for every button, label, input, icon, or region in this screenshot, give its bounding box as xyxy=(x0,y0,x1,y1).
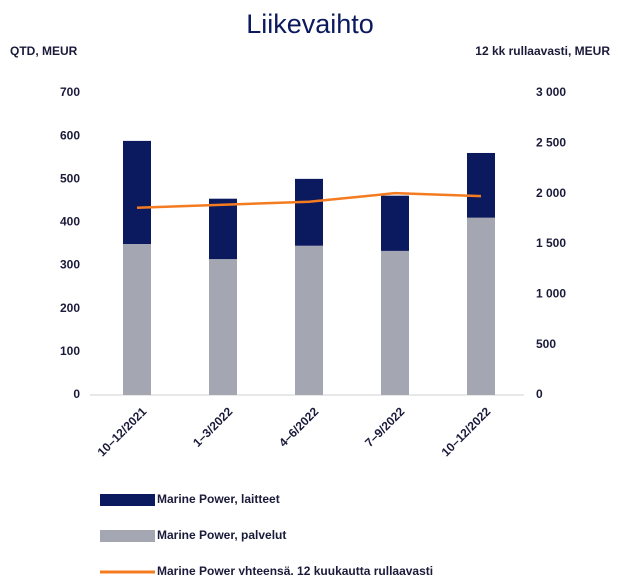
legend-label: Marine Power, laitteet xyxy=(157,492,280,506)
bar xyxy=(209,198,237,260)
bar xyxy=(467,152,495,218)
bar xyxy=(381,250,409,395)
bar xyxy=(123,244,151,395)
bar xyxy=(295,245,323,395)
x-tick-label: 10–12/2021 xyxy=(95,404,150,459)
y-tick-label: 0 xyxy=(73,387,80,401)
bar xyxy=(467,217,495,395)
y2-tick-label: 500 xyxy=(536,337,556,351)
line xyxy=(136,191,482,210)
y-tick-label: 400 xyxy=(60,215,80,229)
chart-title: Liikevaihto xyxy=(246,9,374,39)
y-tick-label: 600 xyxy=(60,128,80,142)
x-tick-label: 1–3/2022 xyxy=(190,404,236,450)
bar xyxy=(209,259,237,395)
y-axis-label: QTD, MEUR xyxy=(10,44,78,58)
y2-tick-label: 0 xyxy=(536,387,543,401)
y2-tick-label: 2 000 xyxy=(536,186,566,200)
y-tick-label: 500 xyxy=(60,171,80,185)
y-tick-label: 300 xyxy=(60,258,80,272)
y2-tick-label: 1 500 xyxy=(536,236,566,250)
x-tick-label: 7–9/2022 xyxy=(362,404,408,450)
legend-label: Marine Power yhteensä, 12 kuukautta rull… xyxy=(157,564,433,575)
x-tick-label: 10–12/2022 xyxy=(439,404,494,459)
bar xyxy=(381,195,409,251)
y-tick-label: 200 xyxy=(60,301,80,315)
y2-axis-label: 12 kk rullaavasti, MEUR xyxy=(475,44,610,58)
y-tick-label: 700 xyxy=(60,85,80,99)
y2-tick-label: 2 500 xyxy=(536,136,566,150)
legend-swatch xyxy=(100,494,155,506)
legend-label: Marine Power, palvelut xyxy=(157,528,286,542)
legend-swatch xyxy=(100,530,155,542)
x-tick-label: 4–6/2022 xyxy=(276,404,322,450)
y2-tick-label: 3 000 xyxy=(536,85,566,99)
bar xyxy=(295,178,323,246)
legend-swatch xyxy=(100,570,155,574)
y-tick-label: 100 xyxy=(60,344,80,358)
y2-tick-label: 1 000 xyxy=(536,287,566,301)
bar xyxy=(123,140,151,244)
